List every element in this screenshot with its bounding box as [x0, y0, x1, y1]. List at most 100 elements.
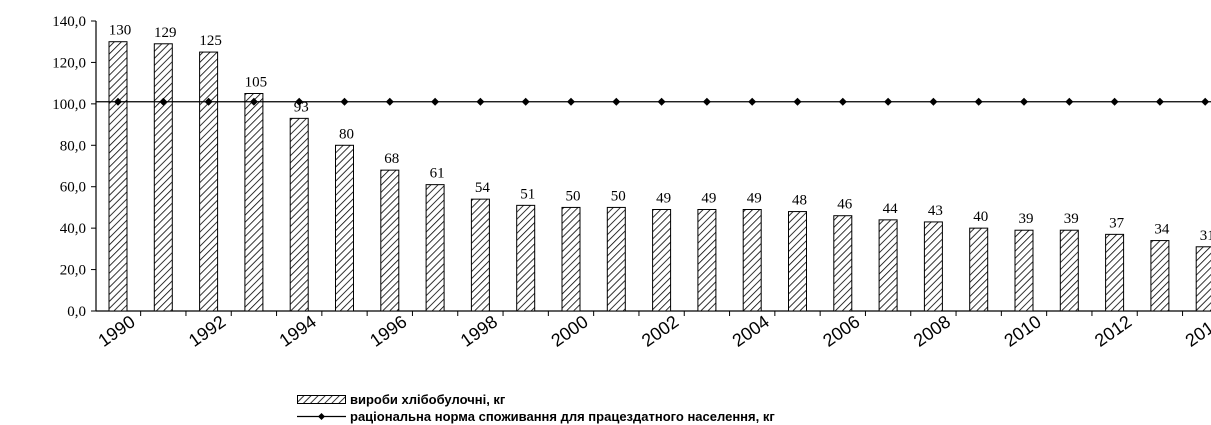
- data-label: 31: [1200, 228, 1211, 244]
- data-label: 50: [611, 188, 626, 204]
- norm-marker: [974, 97, 983, 106]
- x-tick-label: 1992: [185, 311, 229, 350]
- norm-line-series: [96, 97, 1211, 106]
- norm-marker: [1110, 97, 1119, 106]
- data-label: 34: [1154, 222, 1170, 238]
- norm-marker: [431, 97, 440, 106]
- norm-marker: [385, 97, 394, 106]
- norm-marker: [657, 97, 666, 106]
- data-label: 44: [883, 201, 899, 217]
- bar: [1059, 229, 1079, 312]
- data-labels: 130 129 125 105 93 80 68 61 54 51 50 50 49 49 49 48 46 44…: [109, 23, 1211, 244]
- bar: [153, 43, 173, 312]
- legend-label-bars: вироби хлібобулочні, кг: [350, 392, 506, 407]
- data-label: 80: [339, 126, 354, 142]
- data-label: 130: [109, 23, 132, 39]
- norm-marker: [793, 97, 802, 106]
- data-label: 51: [520, 186, 535, 202]
- norm-marker: [1201, 97, 1210, 106]
- data-label: 43: [928, 203, 943, 219]
- bar: [1105, 233, 1125, 312]
- bar: [470, 198, 490, 312]
- legend-label-line: раціональна норма споживання для працезд…: [350, 409, 775, 424]
- bar: [878, 219, 898, 312]
- norm-marker: [929, 97, 938, 106]
- norm-marker: [204, 97, 213, 106]
- bar: [742, 209, 762, 312]
- data-label: 50: [566, 188, 581, 204]
- norm-marker: [295, 97, 304, 106]
- x-tick-label: 2008: [910, 311, 954, 350]
- norm-marker: [340, 97, 349, 106]
- data-label: 46: [837, 197, 853, 213]
- x-tick-label: 2002: [638, 311, 682, 350]
- x-tick-label: 2000: [547, 311, 591, 350]
- x-tick-label: 1998: [457, 311, 501, 350]
- data-label: 49: [701, 191, 716, 207]
- norm-marker: [521, 97, 530, 106]
- bar: [425, 184, 445, 312]
- data-label: 61: [430, 166, 445, 182]
- y-tick-label: 20,0: [60, 263, 86, 279]
- norm-marker: [567, 97, 575, 106]
- norm-marker: [702, 97, 711, 106]
- bar: [969, 227, 989, 312]
- norm-marker: [612, 97, 621, 106]
- bar: [697, 209, 717, 312]
- data-label: 48: [792, 193, 807, 209]
- norm-marker: [476, 97, 485, 106]
- data-label: 125: [199, 33, 222, 49]
- data-label: 39: [1019, 211, 1034, 227]
- x-tick-label: 2010: [1000, 311, 1044, 350]
- bar: [516, 204, 536, 312]
- norm-marker: [1155, 97, 1164, 106]
- x-tick-label: 2012: [1091, 311, 1135, 350]
- x-tick-label: 1994: [276, 311, 320, 350]
- bar: [1014, 229, 1034, 312]
- data-label: 105: [245, 75, 268, 91]
- data-label: 129: [154, 25, 177, 41]
- norm-marker: [159, 97, 168, 106]
- x-tick-label: 1990: [94, 311, 138, 350]
- y-tick-label: 100,0: [52, 97, 86, 113]
- norm-marker: [838, 97, 847, 106]
- bar: [289, 117, 309, 312]
- legend-item-line: раціональна норма споживання для працезд…: [297, 408, 775, 425]
- bar-series: [108, 41, 1211, 312]
- bar: [108, 41, 128, 312]
- data-label: 49: [747, 191, 762, 207]
- x-tick-label: 2006: [819, 311, 863, 350]
- y-tick-label: 40,0: [60, 221, 86, 237]
- data-label: 37: [1109, 215, 1125, 231]
- y-axis: 0,0 20,0 40,0 60,0 80,0 100,0 120,0 140,0: [52, 14, 97, 320]
- bar: [244, 93, 264, 312]
- data-label: 54: [475, 180, 491, 196]
- legend: вироби хлібобулочні, кг раціональна норм…: [297, 391, 775, 425]
- data-label: 39: [1064, 211, 1079, 227]
- bar: [335, 144, 354, 312]
- data-label: 93: [294, 99, 309, 115]
- x-tick-label: 2014: [1182, 311, 1211, 350]
- bar: [606, 206, 626, 312]
- norm-marker: [1065, 97, 1074, 106]
- x-tick-label: 2004: [729, 311, 773, 350]
- bar: [561, 206, 581, 312]
- norm-marker: [114, 97, 122, 106]
- bar: [833, 215, 853, 312]
- data-label: 68: [384, 151, 399, 167]
- bar: [788, 211, 807, 312]
- bar: [652, 209, 672, 312]
- data-label: 49: [656, 191, 671, 207]
- y-tick-label: 60,0: [60, 180, 86, 196]
- y-tick-label: 140,0: [52, 14, 86, 30]
- norm-marker: [1020, 97, 1028, 106]
- y-tick-label: 120,0: [52, 55, 86, 71]
- bar: [923, 221, 943, 312]
- norm-marker: [884, 97, 893, 106]
- x-tick-label: 1996: [366, 311, 410, 350]
- x-axis: 1990 1992 1994 1996 1998 2000 2002 2004 2006 2008…: [94, 310, 1211, 351]
- bar: [1150, 240, 1170, 312]
- legend-swatch-hatched: [297, 395, 346, 404]
- bar: [380, 169, 400, 312]
